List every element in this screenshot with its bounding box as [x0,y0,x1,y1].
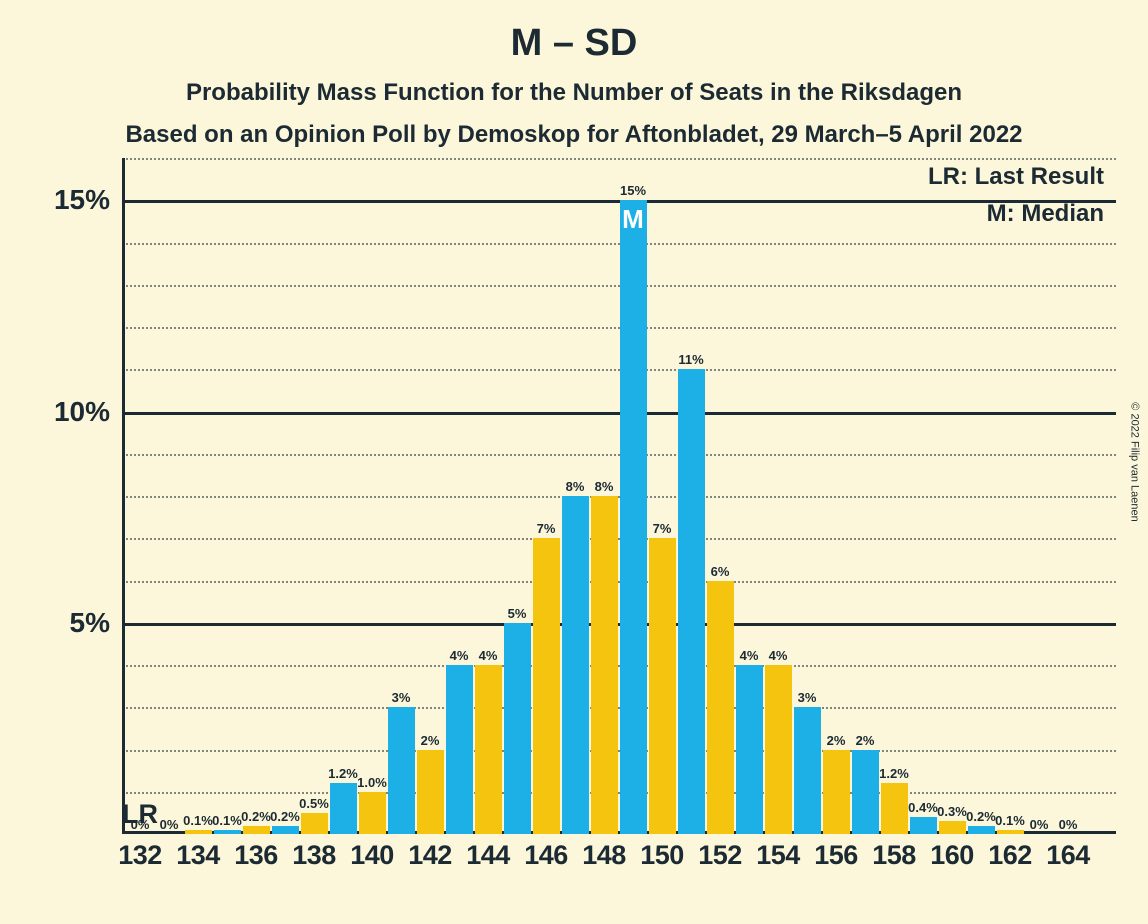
bar [475,665,502,834]
bar [707,581,734,835]
x-axis-label: 160 [930,840,974,871]
median-marker: M [622,204,644,235]
x-axis-label: 144 [466,840,510,871]
bar [446,665,473,834]
bar-value-label: 6% [690,564,750,579]
bar [185,830,212,834]
bar [852,750,879,835]
bar [359,792,386,834]
y-axis-label: 5% [70,607,110,639]
x-axis-label: 162 [988,840,1032,871]
x-axis-label: 164 [1046,840,1090,871]
bar [620,200,647,834]
bar-value-label: 0% [1038,817,1098,832]
x-axis-label: 150 [640,840,684,871]
x-axis-label: 134 [176,840,220,871]
x-axis-label: 148 [582,840,626,871]
bar-value-label: 2% [835,733,895,748]
y-axis-label: 15% [54,184,110,216]
bar-value-label: 3% [777,690,837,705]
x-axis-label: 156 [814,840,858,871]
bar [388,707,415,834]
bar [214,830,241,834]
bar [678,369,705,834]
bar [533,538,560,834]
bar-value-label: 11% [661,352,721,367]
legend: LR: Last Result M: Median [928,158,1104,232]
chart-title: M – SD [0,0,1148,65]
copyright-text: © 2022 Filip van Laenen [1128,402,1140,521]
bar [794,707,821,834]
bar [243,826,270,834]
x-axis-label: 138 [292,840,336,871]
bar [562,496,589,834]
bar [910,817,937,834]
chart-subtitle-1: Probability Mass Function for the Number… [0,79,1148,107]
bar-value-label: 3% [371,690,431,705]
bar [591,496,618,834]
bar-value-label: 4% [748,648,808,663]
bar [301,813,328,834]
bar-value-label: 15% [603,183,663,198]
x-axis-label: 136 [234,840,278,871]
chart-subtitle-2: Based on an Opinion Poll by Demoskop for… [0,121,1148,149]
bar [504,623,531,834]
bar [649,538,676,834]
last-result-marker: LR [122,799,158,830]
bar [272,826,299,834]
bar [736,665,763,834]
chart-plot-area: LR: Last Result M: Median 5%10%15%0%0%0.… [122,158,1116,834]
x-axis-label: 152 [698,840,742,871]
gridline-minor [122,158,1116,160]
x-axis-label: 142 [408,840,452,871]
x-axis-label: 132 [118,840,162,871]
bar [330,783,357,834]
bar [417,750,444,835]
x-axis-label: 146 [524,840,568,871]
bar-value-label: 1.2% [864,766,924,781]
legend-last-result: LR: Last Result [928,158,1104,195]
x-axis-label: 154 [756,840,800,871]
y-axis-label: 10% [54,396,110,428]
x-axis-label: 158 [872,840,916,871]
bar [823,750,850,835]
x-axis-label: 140 [350,840,394,871]
